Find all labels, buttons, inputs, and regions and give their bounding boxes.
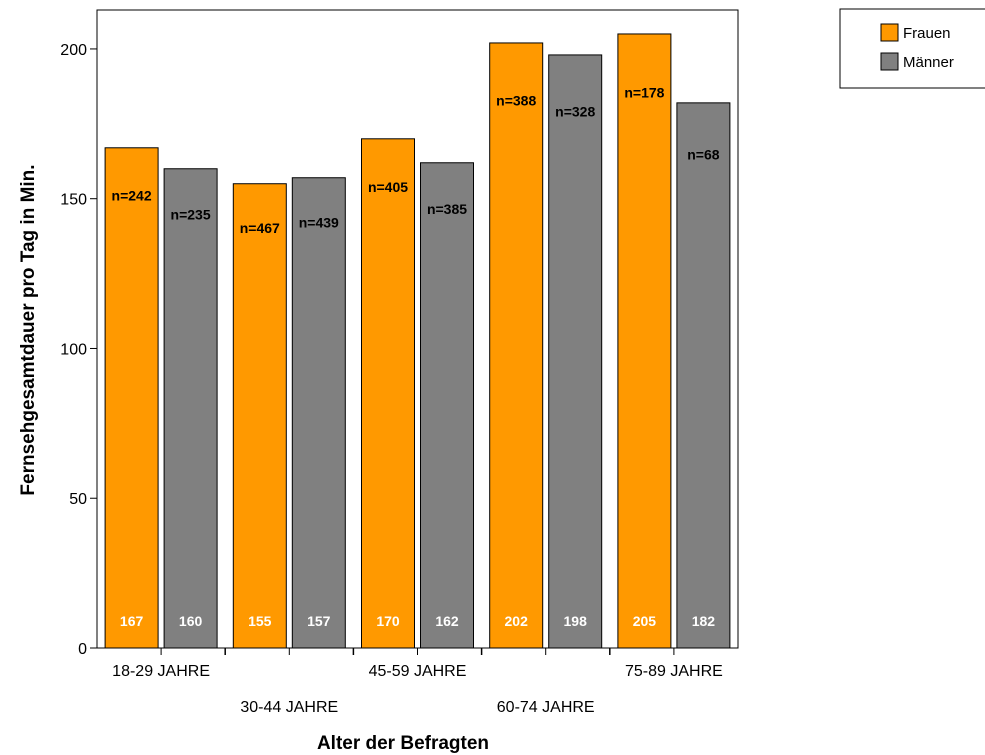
bar-n-label: n=178	[624, 84, 664, 100]
bar-value-label: 162	[435, 613, 459, 629]
y-tick-label: 50	[69, 491, 87, 508]
bar-value-label: 157	[307, 613, 331, 629]
bar-n-label: n=68	[687, 147, 720, 163]
x-category-label: 75-89 JAHRE	[625, 663, 723, 680]
bar-value-label: 167	[120, 613, 144, 629]
bar-n-label: n=439	[299, 214, 339, 230]
bar-frauen	[617, 33, 672, 649]
bar-maenner	[163, 168, 218, 649]
bar-value-label: 170	[376, 613, 400, 629]
legend-box	[839, 8, 985, 89]
bar-n-label: n=467	[240, 220, 280, 236]
legend-swatch-frauen	[880, 23, 899, 42]
bar-value-label: 182	[692, 613, 716, 629]
bar-maenner	[548, 54, 603, 649]
y-tick-label: 100	[60, 341, 87, 358]
bar-maenner	[420, 162, 474, 649]
legend-label-maenner: Männer	[903, 54, 954, 71]
bar-n-label: n=388	[496, 92, 536, 108]
bar-value-label: 155	[248, 613, 272, 629]
bar-value-label: 198	[564, 613, 588, 629]
legend-swatch-maenner	[880, 52, 899, 71]
x-category-label: 30-44 JAHRE	[240, 699, 338, 716]
x-category-label: 45-59 JAHRE	[369, 663, 467, 680]
bar-n-label: n=242	[112, 187, 152, 203]
legend: Frauen Männer	[839, 8, 985, 89]
y-axis-title: Fernsehgesamtdauer pro Tag in Min.	[18, 164, 39, 495]
y-tick-label: 200	[60, 42, 87, 59]
bars-layer: 167 n=242 160 n=235 155 n=467 157 n=439 170 n=405…	[104, 33, 731, 649]
bar-maenner	[291, 177, 346, 649]
bar-frauen	[361, 138, 415, 649]
bar-frauen	[104, 147, 159, 649]
bar-n-label: n=405	[368, 179, 408, 195]
legend-label-frauen: Frauen	[903, 25, 951, 42]
bar-value-label: 160	[179, 613, 203, 629]
bar-n-label: n=328	[555, 103, 595, 119]
x-axis-title: Alter der Befragten	[317, 733, 489, 754]
x-category-label: 18-29 JAHRE	[112, 663, 210, 680]
x-category-label: 60-74 JAHRE	[497, 699, 595, 716]
bar-value-label: 202	[505, 613, 529, 629]
bar-maenner	[676, 102, 731, 649]
bar-value-label: 205	[633, 613, 657, 629]
bar-n-label: n=385	[427, 201, 467, 217]
axes-layer: 0 50 100 150 200 18-29 JAHRE 30-44 JAHRE 45-59 …	[60, 9, 739, 716]
y-tick-label: 150	[60, 192, 87, 209]
y-tick-label: 0	[78, 641, 87, 658]
bar-frauen	[232, 183, 287, 649]
bar-n-label: n=235	[171, 206, 211, 222]
bar-frauen	[489, 42, 544, 649]
